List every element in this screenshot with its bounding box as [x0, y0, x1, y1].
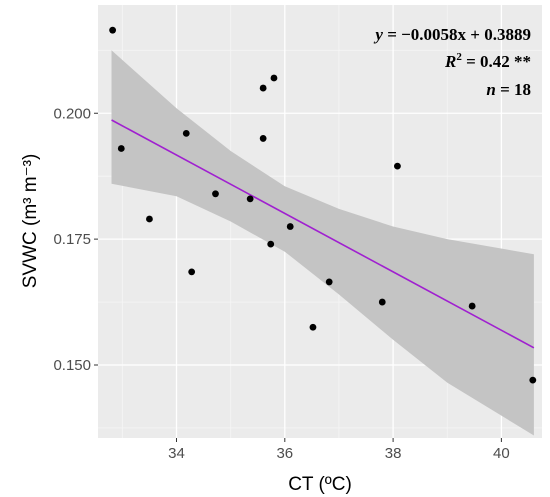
data-point: [246, 195, 254, 203]
y-tick-label: 0.200: [53, 105, 91, 122]
x-tick-label: 38: [385, 445, 402, 462]
data-point: [212, 190, 219, 198]
data-points: [109, 26, 537, 384]
y-axis-ticks: 0.150 0.175 0.200: [53, 105, 98, 374]
sample-size-annotation: n = 18: [486, 80, 531, 99]
y-tick-label: 0.175: [53, 231, 91, 248]
data-point: [182, 129, 190, 137]
r-squared-annotation: R2 = 0.42 **: [444, 51, 531, 71]
x-tick-label: 34: [168, 445, 185, 462]
data-point: [267, 240, 275, 248]
data-point: [394, 162, 401, 170]
data-point: [259, 84, 267, 92]
data-point: [468, 302, 476, 310]
data-point: [117, 145, 125, 152]
data-point: [325, 278, 333, 286]
data-point: [270, 74, 278, 82]
y-tick-label: 0.150: [53, 357, 91, 374]
data-point: [309, 323, 317, 331]
data-point: [259, 135, 267, 142]
data-point: [109, 26, 117, 34]
data-point: [146, 215, 153, 223]
equation-annotation: y = −0.0058x + 0.3889: [373, 25, 531, 44]
data-point: [378, 298, 386, 306]
data-point: [529, 376, 537, 384]
y-axis-title: SVWC (m³ m⁻³): [20, 154, 41, 289]
regression-line: [111, 119, 535, 349]
x-axis-ticks: 34 36 38 40: [168, 438, 510, 462]
x-axis-title: CT (ºC): [288, 474, 352, 495]
x-tick-label: 40: [493, 445, 510, 462]
data-point: [286, 223, 294, 230]
confidence-band: [111, 50, 534, 436]
x-tick-label: 36: [276, 445, 293, 462]
data-point: [188, 268, 196, 276]
